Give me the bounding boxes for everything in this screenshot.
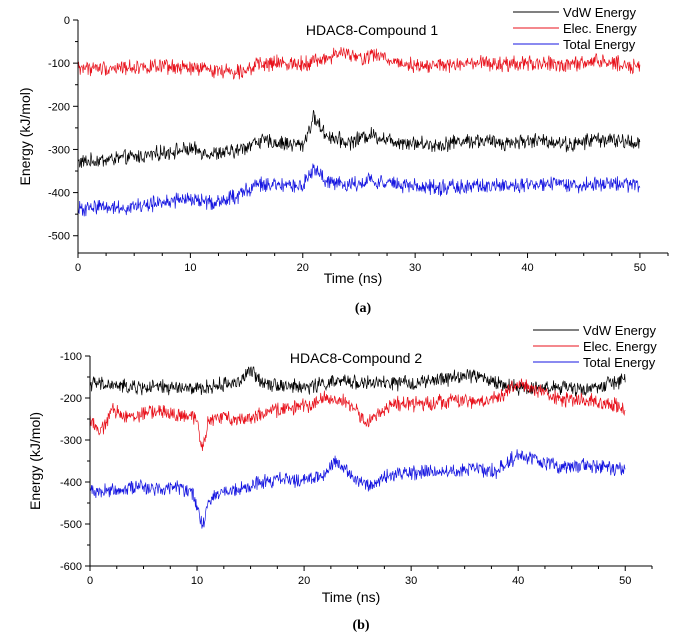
series-line-elec-energy (89, 378, 626, 452)
chart-title: HDAC8-Compound 2 (290, 350, 422, 366)
legend-label: Elec. Energy (583, 339, 657, 354)
x-tick-label: 50 (634, 262, 646, 274)
panel-label: (a) (355, 301, 372, 316)
x-tick-label: 50 (619, 575, 631, 587)
y-tick-label: 0 (64, 15, 70, 27)
panel-label: (b) (352, 618, 369, 633)
series-line-vdw-energy (89, 366, 626, 397)
legend-label: Total Energy (583, 355, 656, 370)
legend-label: Elec. Energy (563, 21, 637, 36)
y-tick-label: -100 (60, 351, 82, 363)
y-axis-title: Energy (kJ/mol) (17, 87, 33, 185)
y-tick-label: -500 (60, 519, 82, 531)
legend-label: VdW Energy (583, 323, 656, 338)
series-line-total-energy (89, 449, 626, 529)
series-line-vdw-energy (77, 109, 641, 168)
y-tick-label: -200 (60, 393, 82, 405)
x-tick-label: 10 (191, 575, 203, 587)
x-tick-label: 10 (184, 262, 196, 274)
x-axis-title: Time (ns) (322, 589, 381, 605)
x-tick-label: 20 (297, 262, 309, 274)
y-tick-label: -200 (48, 101, 70, 113)
x-axis-title: Time (ns) (324, 270, 383, 286)
y-tick-label: -500 (48, 231, 70, 243)
series-line-elec-energy (77, 46, 641, 80)
y-tick-label: -100 (48, 58, 70, 70)
legend-label: Total Energy (563, 37, 636, 52)
legend-label: VdW Energy (563, 5, 636, 20)
y-tick-label: -300 (48, 144, 70, 156)
y-tick-label: -400 (48, 188, 70, 200)
chart-panel-1: 0 10 20 30 40 50 0 -100 -200 -300 -400 -500 HDAC8-Co… (17, 5, 669, 316)
x-tick-label: 0 (87, 575, 93, 587)
series-line-total-energy (77, 163, 641, 217)
y-tick-label: -600 (60, 561, 82, 573)
y-tick-label: -300 (60, 435, 82, 447)
y-axis-title: Energy (kJ/mol) (27, 412, 43, 510)
x-tick-label: 0 (75, 262, 81, 274)
x-tick-label: 40 (521, 262, 533, 274)
x-tick-label: 40 (512, 575, 524, 587)
x-tick-label: 20 (298, 575, 310, 587)
x-tick-label: 30 (405, 575, 417, 587)
chart-panel-2: 0 10 20 30 40 50 -100 -200 -300 -400 -500 -600 HDAC8… (27, 323, 657, 633)
chart-title: HDAC8-Compound 1 (306, 22, 438, 38)
y-tick-label: -400 (60, 477, 82, 489)
x-tick-label: 30 (409, 262, 421, 274)
